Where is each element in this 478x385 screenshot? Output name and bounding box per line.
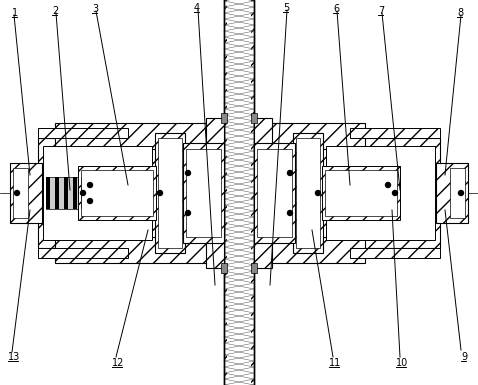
Bar — [99, 177, 104, 209]
Text: 1: 1 — [12, 8, 18, 18]
Bar — [43, 146, 152, 240]
Bar — [78, 166, 156, 220]
Circle shape — [458, 191, 464, 196]
Bar — [254, 237, 365, 263]
Bar — [158, 138, 182, 248]
Bar — [64, 177, 68, 209]
Bar — [254, 219, 365, 237]
Bar — [186, 149, 221, 237]
Circle shape — [80, 191, 86, 196]
Text: 7: 7 — [378, 6, 384, 16]
Bar — [55, 177, 59, 209]
Bar — [46, 177, 50, 209]
Text: 11: 11 — [329, 358, 341, 368]
Text: 13: 13 — [8, 352, 20, 362]
Text: 5: 5 — [283, 3, 289, 13]
Bar — [10, 163, 42, 223]
Bar — [325, 170, 397, 216]
Bar — [350, 128, 440, 138]
Bar — [55, 149, 224, 167]
Bar — [221, 113, 227, 123]
Text: 6: 6 — [333, 4, 339, 14]
Bar — [251, 113, 257, 123]
Text: 4: 4 — [194, 3, 200, 13]
Text: 3: 3 — [92, 4, 98, 14]
Bar — [183, 143, 224, 243]
Bar — [46, 177, 108, 209]
Bar — [254, 118, 272, 268]
Bar — [257, 149, 292, 237]
Bar — [81, 170, 153, 216]
Circle shape — [185, 171, 191, 176]
Circle shape — [315, 191, 321, 196]
Circle shape — [157, 191, 163, 196]
Bar — [155, 133, 185, 253]
Text: 2: 2 — [52, 6, 58, 16]
Bar — [436, 163, 468, 223]
Bar — [224, 0, 254, 385]
Bar — [81, 177, 86, 209]
Circle shape — [185, 211, 191, 216]
Bar — [350, 248, 440, 258]
Circle shape — [287, 211, 293, 216]
Bar — [321, 138, 440, 248]
Bar — [38, 248, 128, 258]
Bar — [322, 166, 400, 220]
Bar — [206, 118, 224, 268]
Text: 12: 12 — [112, 358, 124, 368]
Bar — [227, 0, 251, 385]
Text: 8: 8 — [457, 8, 463, 18]
Circle shape — [385, 182, 391, 187]
Bar — [254, 143, 295, 243]
Bar — [13, 168, 28, 218]
Bar — [296, 138, 320, 248]
Bar — [55, 219, 224, 237]
Bar — [254, 149, 365, 167]
Bar — [251, 263, 257, 273]
Circle shape — [87, 199, 93, 204]
Circle shape — [14, 191, 20, 196]
Bar — [55, 123, 224, 149]
Bar — [73, 177, 77, 209]
Circle shape — [87, 182, 93, 187]
Bar — [38, 128, 128, 138]
Circle shape — [287, 171, 293, 176]
Bar — [38, 138, 157, 248]
Bar — [55, 237, 224, 263]
Bar — [90, 177, 95, 209]
Bar — [254, 123, 365, 149]
Text: 9: 9 — [461, 352, 467, 362]
Bar — [221, 263, 227, 273]
Bar — [293, 133, 323, 253]
Bar — [450, 168, 465, 218]
Text: 10: 10 — [396, 358, 408, 368]
Bar — [326, 146, 435, 240]
Circle shape — [392, 191, 398, 196]
